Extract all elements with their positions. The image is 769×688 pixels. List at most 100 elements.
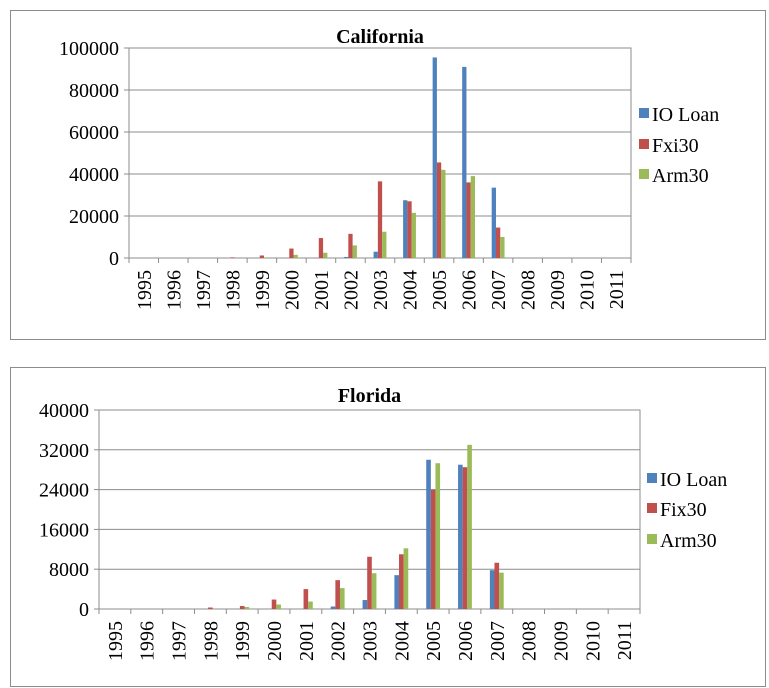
california-x-tick-label: 2008 (518, 270, 540, 310)
florida-x-tick-label: 2003 (360, 621, 382, 661)
california-x-tick-label: 2009 (547, 270, 569, 310)
florida-legend-label: Arm30 (660, 530, 717, 552)
florida-bar-arm30 (403, 548, 409, 609)
california-bar-io-loan (432, 57, 437, 259)
florida-bar-arm30 (435, 463, 441, 609)
california-bar-arm30 (500, 237, 505, 258)
florida-x-tick-label: 1998 (200, 621, 222, 661)
california-x-tick-label: 2003 (370, 270, 392, 310)
florida-chart-title: Florida (338, 385, 401, 407)
florida-y-tick-label: 0 (79, 599, 89, 621)
california-bar-arm30 (264, 257, 269, 258)
california-x-tick-label: 2001 (311, 270, 333, 310)
california-x-tick-label: 2002 (340, 270, 362, 310)
california-y-tick-label: 40000 (69, 164, 119, 186)
florida-bar-fix30 (494, 562, 500, 609)
florida-bar-fix30 (303, 589, 309, 609)
california-bar-fxi30 (495, 227, 501, 258)
california-bar-arm30 (293, 254, 298, 258)
california-x-tick-label: 2007 (488, 270, 510, 310)
california-bar-io-loan (373, 251, 378, 258)
florida-bar-arm30 (371, 573, 377, 609)
california-bar-io-loan (344, 256, 349, 258)
california-x-tick-label: 1995 (134, 270, 156, 310)
florida-bar-io-loan (489, 570, 495, 609)
florida-bar-arm30 (499, 572, 504, 609)
florida-x-tick-label: 2001 (296, 621, 318, 661)
california-bar-arm30 (411, 212, 416, 258)
florida-x-tick-label: 2011 (614, 621, 636, 660)
florida-bar-arm30 (308, 601, 313, 609)
florida-bar-io-loan (458, 464, 463, 609)
florida-x-tick-label: 2000 (264, 621, 286, 661)
florida-bar-fix30 (335, 580, 340, 609)
california-y-tick-label: 80000 (69, 80, 119, 102)
california-y-tick-label: 0 (109, 248, 119, 270)
florida-bar-fix30 (208, 607, 213, 609)
florida-bar-io-loan (330, 606, 336, 609)
florida-x-tick-label: 1996 (137, 621, 159, 661)
california-legend-swatch (639, 169, 649, 179)
california-bar-fxi30 (466, 182, 471, 258)
florida-x-tick-label: 1995 (105, 621, 127, 661)
california-legend-label: Fxi30 (652, 135, 699, 157)
florida-x-tick-label: 2008 (519, 621, 541, 661)
florida-bar-fix30 (239, 606, 245, 609)
california-bar-io-loan (462, 66, 467, 259)
florida-legend-swatch (647, 473, 657, 483)
california-x-tick-label: 1997 (193, 270, 215, 310)
florida-y-tick-label: 16000 (39, 519, 89, 541)
florida-y-tick-label: 40000 (39, 400, 89, 422)
california-y-tick-label: 60000 (69, 122, 119, 144)
florida-bar-io-loan (426, 459, 431, 609)
florida-bar-io-loan (362, 600, 368, 609)
florida-chart-frame: 0 8000 16000 24000 32000 40000 1995 1996 1997 199… (10, 367, 766, 687)
california-chart: 0 20000 40000 60000 80000 100000 1995 1996 1997 1… (59, 26, 719, 310)
california-y-tick-label: 20000 (69, 206, 119, 228)
california-y-tick-label: 100000 (59, 38, 119, 60)
california-legend-label: IO Loan (652, 104, 719, 126)
florida-x-tick-label: 2006 (455, 621, 477, 661)
california-x-tick-label: 2004 (400, 270, 422, 310)
florida-x-tick-label: 2009 (550, 621, 572, 661)
florida-legend-label: IO Loan (660, 469, 727, 491)
florida-bar-arm30 (339, 588, 345, 609)
florida-x-tick-label: 2010 (582, 621, 604, 661)
california-bar-fxi30 (348, 233, 353, 258)
florida-x-tick-label: 2007 (487, 621, 509, 661)
california-chart-title: California (336, 26, 424, 48)
california-x-tick-label: 1999 (252, 270, 274, 310)
california-legend-swatch (639, 139, 649, 149)
california-bar-fxi30 (259, 255, 265, 258)
florida-bar-arm30 (276, 604, 281, 609)
florida-y-tick-label: 8000 (49, 559, 89, 581)
florida-bar-fix30 (462, 467, 468, 609)
florida-bar-fix30 (430, 489, 436, 609)
california-bar-arm30 (470, 176, 476, 258)
california-bar-fxi30 (289, 248, 294, 258)
california-x-tick-label: 2000 (281, 270, 303, 310)
california-bar-arm30 (352, 245, 357, 258)
california-legend-label: Arm30 (652, 165, 709, 187)
california-bar-fxi30 (377, 181, 383, 258)
florida-x-tick-label: 1997 (169, 621, 191, 661)
california-bar-arm30 (323, 252, 328, 258)
florida-y-tick-label: 32000 (39, 440, 89, 462)
california-bar-fxi30 (436, 162, 442, 258)
florida-x-tick-label: 2002 (328, 621, 350, 661)
florida-bar-arm30 (467, 444, 472, 609)
florida-bar-fix30 (399, 554, 404, 609)
california-bar-fxi30 (230, 257, 235, 258)
california-bar-fxi30 (407, 201, 412, 258)
florida-x-tick-label: 1999 (232, 621, 254, 661)
california-legend-swatch (639, 108, 649, 118)
california-chart-frame: 0 20000 40000 60000 80000 100000 1995 1996 1997 1… (10, 10, 766, 340)
florida-legend-swatch (647, 534, 657, 544)
california-bar-arm30 (382, 231, 387, 258)
california-x-tick-label: 2005 (429, 270, 451, 310)
florida-legend-label: Fix30 (660, 499, 707, 521)
california-bar-io-loan (491, 187, 496, 258)
florida-bar-arm30 (244, 607, 250, 609)
florida-chart: 0 8000 16000 24000 32000 40000 1995 1996 1997 199… (39, 385, 727, 661)
california-x-tick-label: 1998 (222, 270, 244, 310)
